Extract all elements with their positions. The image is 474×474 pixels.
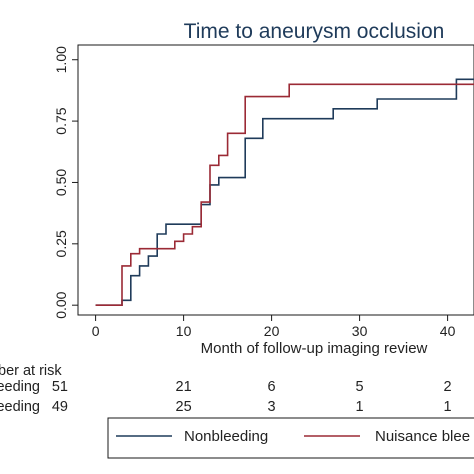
series-layer [95,78,474,306]
risk-count-r1-t30: 1 [356,399,364,415]
risk-count-r1-t20: 3 [268,399,276,415]
x-tick-label-1: 10 [176,323,192,339]
chart-title: Time to aneurysm occlusion [184,20,445,43]
x-tick-label-4: 40 [440,323,456,339]
series-line-nuisance-bleeding [95,83,474,306]
series-line-nonbleeding [95,78,474,306]
risk-count-r1-t40: 1 [444,399,452,415]
legend-label-nuisance-bleeding: Nuisance blee [375,428,470,445]
x-tick-label-0: 0 [92,323,100,339]
y-tick-label-0: 0.00 [53,291,69,318]
y-tick-label-2: 0.50 [53,169,69,196]
risk-count-r0-t0: 51 [52,379,68,395]
risk-row-label-bleeding: e bleeding [0,399,40,415]
y-tick-label-1: 0.25 [53,230,69,257]
x-tick-label-2: 20 [264,323,280,339]
legend: Nonbleeding Nuisance blee [107,417,474,459]
x-tick-label-3: 30 [352,323,368,339]
legend-label-nonbleeding: Nonbleeding [184,428,268,445]
y-tick-label-4: 1.00 [53,46,69,73]
x-axis: 0 10 20 30 40 [92,315,456,339]
risk-count-r0-t20: 6 [268,379,276,395]
x-axis-title: Month of follow-up imaging review [201,340,428,357]
plot-area [77,44,474,316]
risk-count-r0-t30: 5 [356,379,364,395]
risk-table-header: ber at risk [0,363,62,379]
risk-row-label-nonbleeding: nbleeding [0,379,40,395]
risk-table: ber at risk nbleeding e bleeding 5121652… [0,363,452,415]
legend-box [107,417,474,459]
risk-count-r0-t40: 2 [444,379,452,395]
y-axis: 0.00 0.25 0.50 0.75 1.00 [53,46,78,319]
risk-count-r1-t0: 49 [52,399,68,415]
y-tick-label-3: 0.75 [53,107,69,134]
risk-count-r0-t10: 21 [176,379,192,395]
risk-count-r1-t10: 25 [176,399,192,415]
